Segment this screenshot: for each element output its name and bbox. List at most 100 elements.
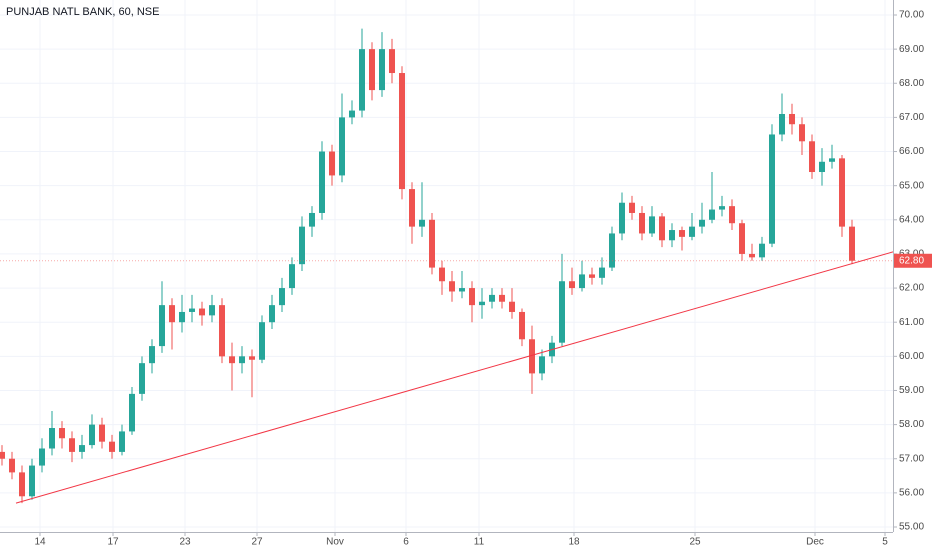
y-tick-label: 59.00 xyxy=(899,385,924,396)
candle-body xyxy=(829,158,835,162)
candle-body xyxy=(809,141,815,173)
y-tick-label: 64.00 xyxy=(899,214,924,225)
candle-body xyxy=(639,212,645,234)
candle-body xyxy=(479,301,485,306)
candle-body xyxy=(139,363,145,394)
candle-body xyxy=(779,113,785,135)
candle-body xyxy=(749,253,755,258)
x-tick-label: 17 xyxy=(107,537,119,548)
candle-body xyxy=(609,233,615,268)
x-tick-label: 23 xyxy=(179,537,191,548)
y-tick-label: 70.00 xyxy=(899,10,924,21)
candle-body xyxy=(819,161,825,173)
candle-body xyxy=(49,428,55,449)
candle-body xyxy=(349,110,355,118)
candle-body xyxy=(309,212,315,227)
candle-body xyxy=(209,305,215,316)
candle-body xyxy=(559,281,565,343)
candle-body xyxy=(579,274,585,289)
candle-body xyxy=(249,356,255,360)
candle-body xyxy=(119,431,125,452)
candle-body xyxy=(379,49,385,91)
x-tick-label: 25 xyxy=(689,537,701,548)
candle-body xyxy=(509,301,515,312)
candle-body xyxy=(99,424,105,442)
candle-body xyxy=(149,346,155,364)
chart-title: PUNJAB NATL BANK, 60, NSE xyxy=(6,6,159,18)
candle-body xyxy=(599,267,605,278)
candle-body xyxy=(419,219,425,227)
candle-body xyxy=(29,465,35,497)
x-tick-label: Nov xyxy=(326,537,344,548)
y-tick-label: 55.00 xyxy=(899,522,924,533)
y-tick-label: 57.00 xyxy=(899,453,924,464)
candle-body xyxy=(59,428,65,439)
candle-body xyxy=(39,448,45,466)
last-price-box xyxy=(894,253,932,268)
candle-body xyxy=(719,206,725,210)
candle-body xyxy=(709,209,715,220)
candle-body xyxy=(789,113,795,125)
candle-body xyxy=(329,151,335,176)
candle-body xyxy=(459,288,465,292)
candle-body xyxy=(489,294,495,302)
candle-body xyxy=(589,274,595,278)
x-tick-label: 11 xyxy=(474,537,485,548)
candle-body xyxy=(79,445,85,452)
candle-body xyxy=(289,264,295,289)
candle-body xyxy=(299,226,305,265)
candle-body xyxy=(9,458,15,473)
y-tick-label: 68.00 xyxy=(899,78,924,89)
candle-body xyxy=(619,202,625,234)
candle-body xyxy=(769,134,775,244)
candle-body xyxy=(689,226,695,237)
candle-body xyxy=(19,472,25,497)
candle-body xyxy=(189,308,195,312)
candle-body xyxy=(69,438,75,452)
candle-body xyxy=(359,49,365,111)
candle-body xyxy=(649,216,655,234)
last-price-label: 62.80 xyxy=(899,255,924,266)
candle-body xyxy=(729,206,735,224)
candle-body xyxy=(629,202,635,213)
y-tick-label: 60.00 xyxy=(899,351,924,362)
candle-body xyxy=(539,356,545,374)
candle-body xyxy=(259,322,265,360)
candle-body xyxy=(179,311,185,323)
candle-body xyxy=(169,305,175,323)
candle-body xyxy=(469,288,475,306)
y-tick-label: 67.00 xyxy=(899,112,924,123)
y-tick-label: 62.00 xyxy=(899,283,924,294)
candle-body xyxy=(279,288,285,306)
x-tick-label: 14 xyxy=(34,537,46,548)
candle-body xyxy=(529,339,535,374)
x-tick-label: 27 xyxy=(251,537,263,548)
candle-body xyxy=(669,230,675,241)
candle-body xyxy=(369,49,375,91)
x-tick-label: 18 xyxy=(568,537,580,548)
y-tick-label: 65.00 xyxy=(899,180,924,191)
candle-body xyxy=(219,305,225,357)
candle-body xyxy=(429,219,435,268)
candle-body xyxy=(389,49,395,74)
trendline xyxy=(15,251,894,504)
candle-body xyxy=(849,226,855,261)
candle-body xyxy=(109,441,115,452)
candle-body xyxy=(699,219,705,227)
candle-body xyxy=(239,356,245,364)
candle-body xyxy=(229,356,235,364)
x-tick-label: Dec xyxy=(806,537,824,548)
candle-body xyxy=(0,451,5,459)
y-tick-label: 69.00 xyxy=(899,44,924,55)
candle-body xyxy=(569,281,575,289)
y-tick-label: 61.00 xyxy=(899,317,924,328)
candle-body xyxy=(739,223,745,254)
candle-body xyxy=(319,151,325,213)
x-tick-label: 6 xyxy=(403,537,409,548)
candle-body xyxy=(799,124,805,142)
candle-body xyxy=(89,424,95,446)
candle-body xyxy=(269,305,275,323)
x-tick-label: 5 xyxy=(882,537,888,548)
candle-body xyxy=(409,189,415,227)
